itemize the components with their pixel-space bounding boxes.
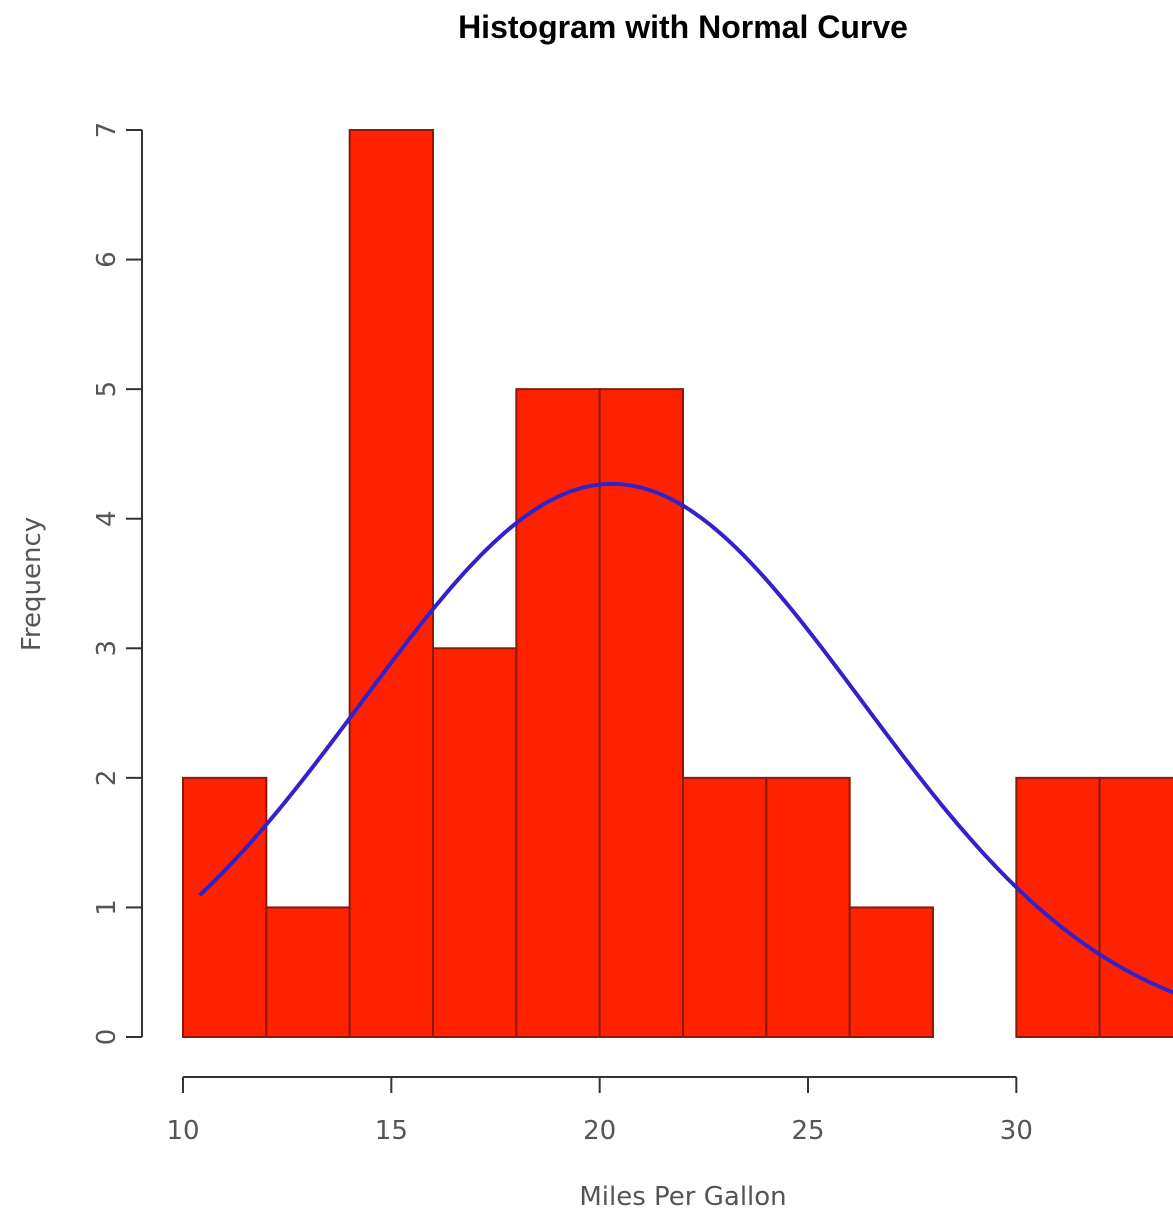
x-axis: 10 15 20 25 30 [166,1076,1033,1146]
x-tick-label: 10 [166,1116,199,1146]
histogram-bar [348,129,434,1038]
y-tick-label: 5 [92,381,122,398]
histogram-bar [265,906,351,1039]
chart-title: Histogram with Normal Curve [458,9,908,45]
histogram-bar [682,776,768,1038]
y-axis-label: Frequency [17,517,47,651]
histogram-bar [1015,776,1101,1038]
y-tick-label: 1 [92,899,122,916]
y-axis: 0 1 2 3 4 5 6 7 [92,122,143,1046]
histogram-bar [765,776,851,1038]
y-tick-label: 4 [92,510,122,527]
histogram-bar [1098,776,1173,1038]
x-tick-label: 15 [375,1116,408,1146]
y-tick-label: 6 [92,251,122,268]
bars-group [182,129,1173,1039]
x-tick-label: 30 [1000,1116,1033,1146]
normal-curve [198,481,1173,995]
histogram-bar [432,647,518,1038]
y-tick-label: 7 [92,122,122,139]
y-tick-label: 3 [92,640,122,657]
x-axis-label: Miles Per Gallon [579,1182,786,1212]
y-tick-label: 0 [92,1029,122,1046]
y-tick-label: 2 [92,770,122,787]
histogram-bar [848,906,935,1039]
x-tick-label: 20 [583,1116,616,1146]
x-tick-label: 25 [791,1116,824,1146]
histogram-bar [182,776,268,1038]
